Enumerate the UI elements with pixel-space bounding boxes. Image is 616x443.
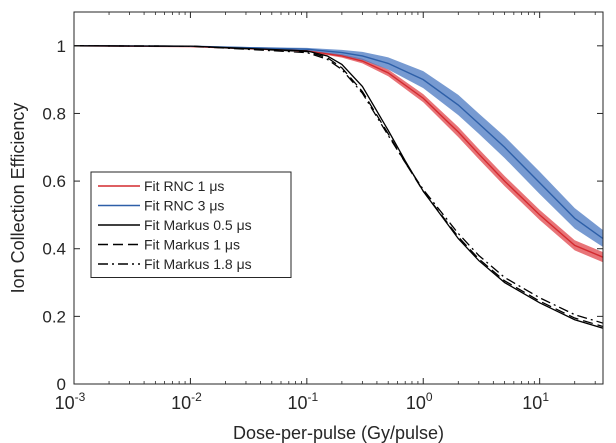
- confidence-bands: [74, 45, 603, 263]
- x-axis-label: Dose-per-pulse (Gy/pulse): [233, 423, 444, 443]
- y-tick-label: 0.4: [42, 240, 66, 259]
- series-line-fit-markus-1-8-s: [74, 45, 603, 324]
- series-line-fit-markus-1-s: [74, 45, 603, 328]
- legend: Fit RNC 1 μs Fit RNC 3 μs Fit Markus 0.5 μ…: [90, 171, 292, 278]
- y-tick-label: 0: [57, 375, 66, 394]
- legend-entry-label: Fit Markus 1 μs: [144, 237, 240, 253]
- series-line-fit-markus-0-5-s: [74, 45, 603, 329]
- series-lines: [74, 45, 603, 329]
- legend-entry-label: Fit RNC 3 μs: [144, 198, 224, 214]
- y-axis-ticks: 0 0.2 0.4 0.6 0.8 1: [42, 37, 603, 394]
- x-tick-label: 100: [406, 390, 433, 413]
- axes: [73, 11, 604, 385]
- band-fit-rnc-3-s: [74, 45, 603, 248]
- series-line-fit-rnc-3-s: [74, 45, 603, 240]
- y-tick-label: 0.8: [42, 104, 66, 123]
- y-axis-label: Ion Collection Efficiency: [8, 103, 28, 294]
- legend-entry-label: Fit RNC 1 μs: [144, 178, 224, 194]
- y-tick-label: 0.2: [42, 307, 66, 326]
- plot-frame: [73, 11, 604, 385]
- y-tick-label: 1: [57, 37, 66, 56]
- x-tick-label: 101: [522, 390, 549, 413]
- y-tick-label: 0.6: [42, 172, 66, 191]
- x-tick-label: 10-1: [287, 390, 318, 413]
- legend-entry-label: Fit Markus 1.8 μs: [144, 256, 252, 272]
- x-tick-label: 10-2: [171, 390, 202, 413]
- legend-entry-label: Fit Markus 0.5 μs: [144, 217, 252, 233]
